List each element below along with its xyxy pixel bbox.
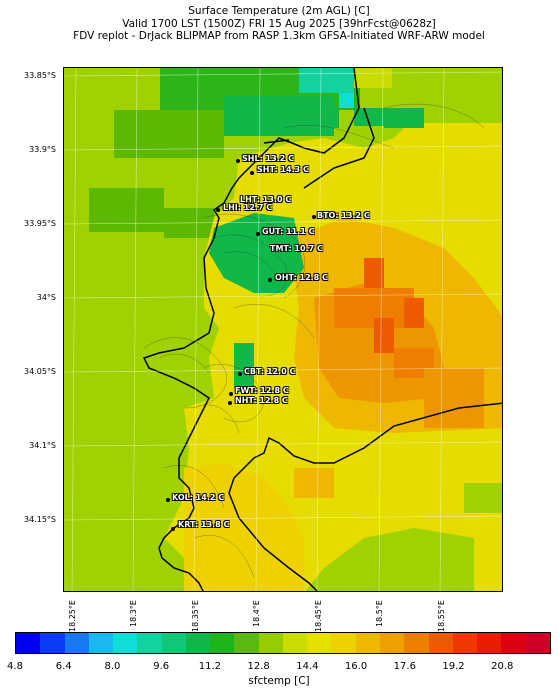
- station-dot[interactable]: [312, 215, 316, 219]
- colorbar-tick-label: 8.0: [104, 661, 121, 672]
- colorbar-tick-label: 20.8: [491, 661, 514, 672]
- colorbar-segment: [307, 633, 332, 653]
- station-label-krt: KRT: 13.8 C: [178, 520, 230, 529]
- colorbar-segment: [477, 633, 502, 653]
- colorbar-segment: [379, 633, 405, 653]
- map-canvas: [64, 68, 502, 591]
- station-label-nht: NHT: 12.8 C: [235, 396, 288, 405]
- colorbar-segment: [234, 633, 259, 653]
- colorbar-label: sfctemp [C]: [248, 675, 310, 687]
- colorbar-segment: [452, 633, 478, 653]
- colorbar-tick-label: 17.6: [393, 661, 416, 672]
- colorbar-segment: [161, 633, 186, 653]
- colorbar-tick-label: 11.2: [198, 661, 222, 672]
- lon-label-5: 18.45°E: [314, 600, 323, 632]
- station-label-fwt: FWT: 12.8 C: [235, 386, 289, 395]
- colorbar-segment: [16, 633, 41, 653]
- lon-label-1: 18.25°E: [68, 600, 77, 632]
- station-dot[interactable]: [236, 159, 240, 163]
- station-label-sht: SHT: 14.3 C: [257, 165, 309, 174]
- station-label-shl: SHL: 13.2 C: [242, 154, 294, 163]
- station-dot[interactable]: [250, 171, 254, 175]
- station-dot[interactable]: [228, 401, 232, 405]
- colorbar-segment: [404, 633, 429, 653]
- colorbar-segment: [258, 633, 283, 653]
- title-line-2: Valid 1700 LST (1500Z) FRI 15 Aug 2025 […: [122, 17, 436, 30]
- station-dot[interactable]: [268, 278, 272, 282]
- station-label-kol: KOL: 14.2 C: [172, 493, 225, 502]
- colorbar-tick-label: 6.4: [55, 661, 72, 672]
- lon-label-7: 18.55°E: [437, 600, 446, 632]
- lat-label-6: 34.1°S: [29, 441, 56, 450]
- colorbar-segment: [331, 633, 356, 653]
- title-line-3: FDV replot - DrJack BLIPMAP from RASP 1.…: [73, 30, 485, 42]
- lat-label-1: 33.85°S: [24, 71, 56, 80]
- colorbar-segment: [282, 633, 308, 653]
- plot-title: Surface Temperature (2m AGL) [C] Valid 1…: [0, 5, 558, 43]
- colorbar-segment: [88, 633, 114, 653]
- lat-label-2: 33.9°S: [29, 145, 56, 154]
- colorbar-tick-label: 16.0: [344, 661, 368, 672]
- colorbar-segment: [501, 633, 526, 653]
- lon-label-6: 18.5°E: [375, 600, 384, 627]
- lon-label-4: 18.4°E: [252, 600, 261, 627]
- station-label-tmt: TMT: 10.7 C: [270, 244, 323, 253]
- lon-label-3: 18.35°E: [191, 600, 200, 632]
- station-label-cbt: CBT: 12.0 C: [244, 367, 296, 376]
- station-dot[interactable]: [238, 372, 242, 376]
- lat-label-4: 34°S: [36, 293, 56, 302]
- lat-label-5: 34.05°S: [24, 367, 56, 376]
- station-dot[interactable]: [171, 527, 175, 531]
- colorbar-segment: [210, 633, 235, 653]
- colorbar-tick-label: 19.2: [442, 661, 465, 672]
- colorbar-segment: [137, 633, 162, 653]
- colorbar-segment: [185, 633, 211, 653]
- colorbar-tick-label: 9.6: [153, 661, 170, 672]
- temperature-map[interactable]: SHL: 13.2 C SHT: 14.3 C LHT: 13.0 C LHI:…: [63, 67, 503, 592]
- station-label-lht: LHT: 13.0 C: [240, 195, 292, 204]
- station-label-bto: BTO: 13.2 C: [317, 211, 370, 220]
- station-label-gut: GUT: 11.1 C: [262, 227, 315, 236]
- colorbar-segment: [113, 633, 138, 653]
- station-dot[interactable]: [216, 208, 220, 212]
- colorbar-segment: [355, 633, 380, 653]
- lat-label-3: 33.95°S: [24, 219, 56, 228]
- station-dot[interactable]: [166, 498, 170, 502]
- station-label-oht: OHT: 12.8 C: [275, 273, 328, 282]
- lat-label-7: 34.15°S: [24, 515, 56, 524]
- colorbar-tick-label: 14.4: [296, 661, 319, 672]
- station-label-lhi: LHI: 12.7 C: [223, 203, 273, 212]
- station-dot[interactable]: [229, 392, 233, 396]
- colorbar-tick-label: 12.8: [247, 661, 270, 672]
- title-line-1: Surface Temperature (2m AGL) [C]: [188, 5, 370, 17]
- colorbar-segment: [525, 633, 550, 653]
- colorbar-segment: [428, 633, 453, 653]
- colorbar-segment: [64, 633, 89, 653]
- station-dot[interactable]: [256, 232, 260, 236]
- colorbar-tick-label: 4.8: [7, 661, 23, 672]
- colorbar: [15, 632, 551, 654]
- lon-label-2: 18.3°E: [129, 600, 138, 627]
- colorbar-segment: [40, 633, 65, 653]
